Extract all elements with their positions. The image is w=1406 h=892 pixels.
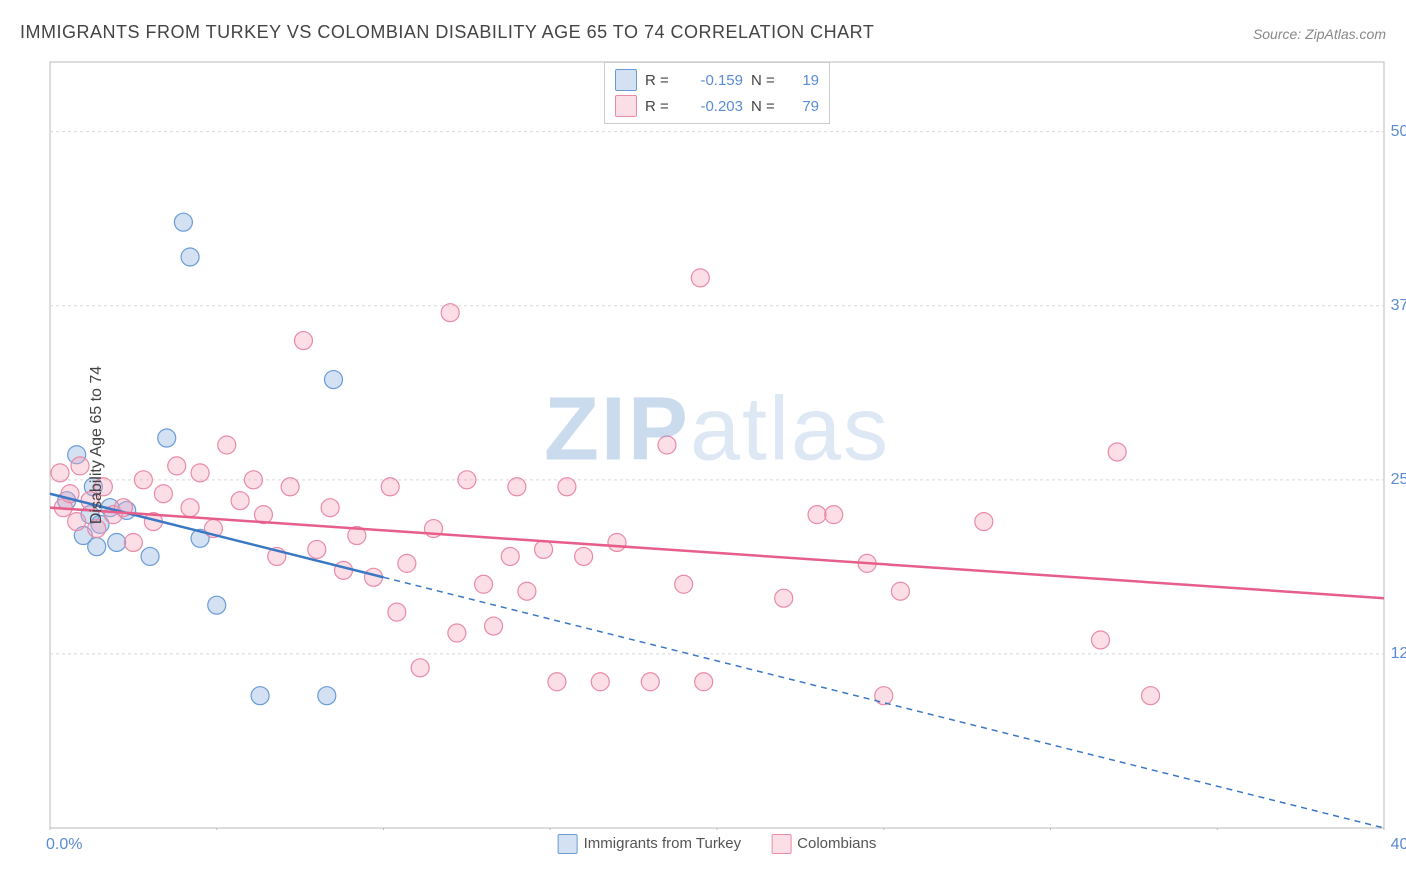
y-tick-label: 12.5%	[1391, 645, 1406, 663]
correlation-legend: R = -0.159 N = 19 R = -0.203 N = 79	[604, 62, 830, 124]
legend-swatch-turkey	[615, 69, 637, 91]
x-tick-max: 40.0%	[1391, 836, 1406, 854]
x-tick-min: 0.0%	[46, 836, 82, 854]
y-axis-label: Disability Age 65 to 74	[88, 366, 106, 524]
source-attribution: Source: ZipAtlas.com	[1253, 26, 1386, 42]
legend-row-colombians: R = -0.203 N = 79	[615, 93, 819, 119]
legend-swatch-colombians	[615, 95, 637, 117]
legend-swatch-colombians	[771, 834, 791, 854]
y-tick-label: 25.0%	[1391, 471, 1406, 489]
chart-title: IMMIGRANTS FROM TURKEY VS COLOMBIAN DISA…	[20, 22, 874, 43]
y-tick-label: 37.5%	[1391, 297, 1406, 315]
series-legend: Immigrants from Turkey Colombians	[558, 834, 877, 854]
legend-item-turkey: Immigrants from Turkey	[558, 834, 742, 854]
chart-area: Disability Age 65 to 74 ZIPatlas R = -0.…	[48, 60, 1386, 830]
y-tick-label: 50.0%	[1391, 123, 1406, 141]
scatter-plot-svg	[48, 60, 1386, 830]
legend-item-colombians: Colombians	[771, 834, 876, 854]
legend-row-turkey: R = -0.159 N = 19	[615, 67, 819, 93]
legend-swatch-turkey	[558, 834, 578, 854]
